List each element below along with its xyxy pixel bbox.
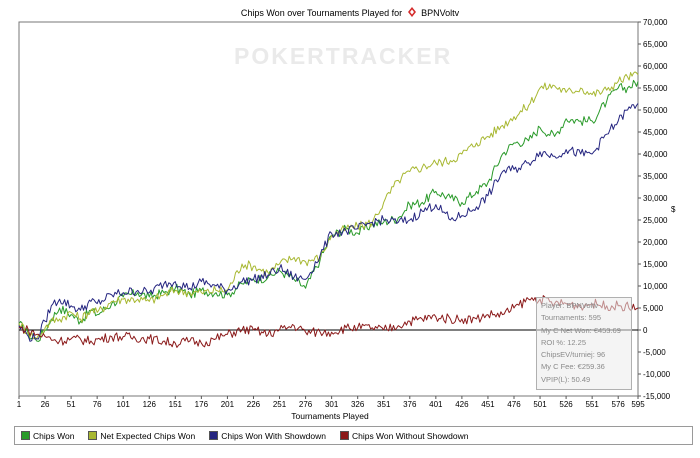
chart-title-player: BPNVoltv [421, 8, 460, 18]
plot-area-border [18, 21, 639, 397]
y-tick-label: 25,000 [643, 216, 668, 225]
x-tick-label: 526 [559, 400, 573, 409]
y-tick-label: 65,000 [643, 40, 668, 49]
legend-item-net-expected[interactable]: Net Expected Chips Won [88, 431, 195, 441]
x-tick-label: 226 [247, 400, 261, 409]
x-tick-label: 451 [481, 400, 495, 409]
x-tick-label: 151 [169, 400, 183, 409]
y-tick-label: 15,000 [643, 260, 668, 269]
x-tick-label: 376 [403, 400, 417, 409]
x-tick-label: 576 [612, 400, 626, 409]
stats-infobox: Player: BPNVoltv Tournaments: 595 My C N… [536, 297, 632, 390]
chart-legend: Chips Won Net Expected Chips Won Chips W… [14, 426, 693, 445]
series-line-chips-won-with-showdown [18, 103, 639, 342]
legend-label-without-showdown: Chips Won Without Showdown [351, 430, 469, 441]
infobox-fee: My C Fee: €259.36 [541, 362, 605, 372]
y-tick-label: 40,000 [643, 150, 668, 159]
legend-swatch-net-expected [88, 431, 98, 440]
x-tick-label: 301 [325, 400, 339, 409]
x-tick-label: 501 [533, 400, 547, 409]
legend-item-with-showdown[interactable]: Chips Won With Showdown [209, 431, 326, 441]
x-axis-label: Tournaments Played [291, 411, 369, 421]
x-tick-label: 276 [299, 400, 313, 409]
legend-swatch-without-showdown [339, 431, 349, 440]
x-tick-label: 551 [585, 400, 599, 409]
x-tick-label: 326 [351, 400, 365, 409]
x-tick-label: 251 [273, 400, 287, 409]
y-tick-label: 45,000 [643, 128, 668, 137]
y-tick-label: 5,000 [643, 304, 664, 313]
chart-title-text: Chips Won over Tournaments Played for [240, 8, 403, 18]
series-line-net-expected-chips-won [18, 71, 639, 340]
y-tick-label: 70,000 [643, 18, 668, 27]
y-tick-label: 60,000 [643, 62, 668, 71]
y-tick-label: -10,000 [643, 370, 671, 379]
x-tick-label: 26 [41, 400, 50, 409]
infobox-roi: ROI %: 12.25 [541, 337, 587, 347]
x-tick-label: 76 [93, 400, 102, 409]
x-tick-label: 176 [195, 400, 209, 409]
x-tick-label: 401 [429, 400, 443, 409]
legend-item-chips-won[interactable]: Chips Won [21, 431, 74, 441]
infobox-net-won: My C Net Won: €453.69 [541, 325, 621, 335]
legend-label-net-expected: Net Expected Chips Won [100, 430, 196, 441]
y-tick-label: 0 [643, 326, 648, 335]
infobox-player: Player: BPNVoltv [541, 301, 599, 310]
x-tick-label: 51 [67, 400, 76, 409]
x-tick-label: 595 [631, 400, 645, 409]
infobox-vpip: VPIP(L): 50.49 [541, 374, 591, 384]
y-axis-label: $ [671, 205, 676, 214]
legend-item-without-showdown[interactable]: Chips Won Without Showdown [339, 430, 469, 441]
y-tick-label: 35,000 [643, 172, 668, 181]
infobox-tournaments: Tournaments: 595 [541, 313, 602, 323]
y-tick-label: 10,000 [643, 282, 668, 291]
y-tick-label: 50,000 [643, 106, 668, 115]
x-tick-label: 1 [17, 400, 22, 409]
x-tick-label: 351 [377, 400, 391, 409]
y-tick-label: -5,000 [643, 348, 666, 357]
x-tick-label: 126 [143, 400, 157, 409]
y-tick-label: 55,000 [643, 84, 668, 93]
legend-label-with-showdown: Chips Won With Showdown [221, 430, 326, 441]
series-line-chips-won [18, 79, 639, 342]
pokertracker-watermark: POKERTRACKER [234, 43, 453, 69]
x-tick-label: 101 [117, 400, 131, 409]
y-tick-label: -15,000 [643, 392, 671, 401]
y-tick-label: 20,000 [643, 238, 668, 247]
y-tick-label: 30,000 [643, 194, 668, 203]
legend-label-chips-won: Chips Won [33, 430, 75, 441]
chart-title: Chips Won over Tournaments Played for BP… [0, 7, 700, 19]
poker-site-logo-icon [407, 7, 417, 19]
x-tick-label: 201 [221, 400, 235, 409]
x-tick-label: 476 [507, 400, 521, 409]
series-line-chips-won-without-showdown [18, 295, 639, 348]
infobox-chipsev: ChipsEV/turniej: 96 [541, 350, 606, 360]
legend-swatch-with-showdown [209, 431, 219, 440]
x-tick-label: 426 [455, 400, 469, 409]
legend-swatch-chips-won [21, 431, 30, 440]
